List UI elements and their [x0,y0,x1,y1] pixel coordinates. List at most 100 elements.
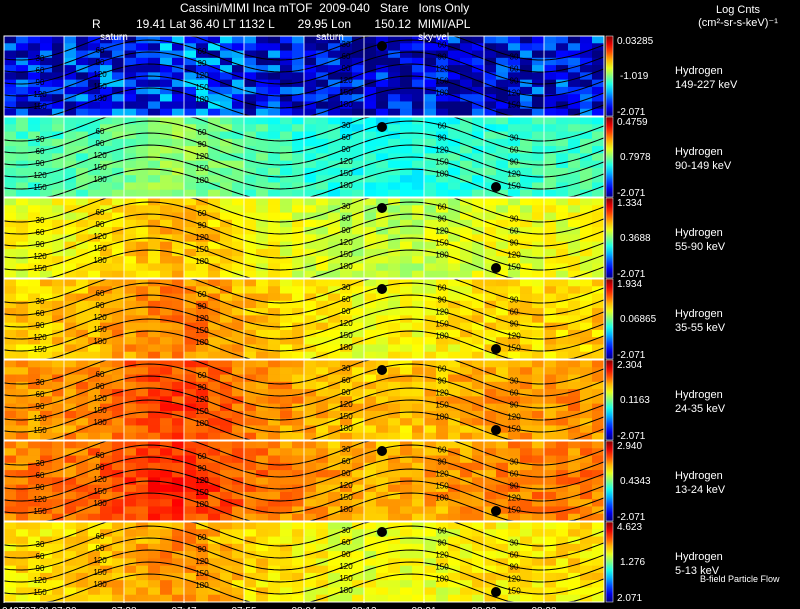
contour-label: 60 [510,551,519,560]
x-tick-label: 07:47 [171,606,196,609]
contour-label: 30 [342,445,351,454]
contour-label: 60 [36,309,45,318]
colorbar-mid-label: 0.3688 [620,233,651,244]
panel-heatmap [4,441,605,522]
contour-label: 30 [510,215,519,224]
panel-species-label: Hydrogen [675,389,723,401]
contour-label: 90 [198,464,207,473]
contour-label: 120 [339,400,353,409]
contour-label: 180 [93,580,107,589]
contour-label: 60 [342,457,351,466]
bfield-marker [491,344,501,354]
contour-label: 60 [36,390,45,399]
contour-label: 120 [195,152,209,161]
contour-label: 150 [195,245,209,254]
colorbar-mid-label: 0.1163 [620,395,650,406]
contour-label: 60 [438,40,447,49]
overlay-label-saturn: saturn [100,32,128,43]
contour-label: 180 [435,574,449,583]
contour-label: 30 [510,53,519,62]
header-orbit-info: 19.41 Lat 36.40 LT 1132 L 29.95 Lon 150.… [136,17,471,31]
contour-label: 150 [339,412,353,421]
contour-label: 150 [435,157,449,166]
overlay-labels: saturn saturn sky-vel [100,32,449,43]
panel-species-label: Hydrogen [675,146,723,158]
contour-label: 180 [195,419,209,428]
contour-label: 150 [93,406,107,415]
panel-3: 30 30 30 60 60 60 60 60 60 90 90 90 90 90 90 120 120 120 1… [3,197,726,280]
contour-label: 90 [438,52,447,61]
contour-label: 120 [435,550,449,559]
contour-label: 90 [342,226,351,235]
contour-label: 120 [93,70,107,79]
contour-label: 120 [33,171,47,180]
panel-1: 30 30 30 60 60 60 60 60 60 90 90 90 90 90 90 120 120 120 1… [3,35,738,118]
panel-5: 30 30 30 60 60 60 60 60 60 90 90 90 90 90 90 120 120 120 1… [3,359,726,442]
contour-label: 90 [342,388,351,397]
contour-label: 120 [195,314,209,323]
panel-grid [63,198,545,278]
contour-label: 150 [93,163,107,172]
contour-label: 60 [510,146,519,155]
x-tick-label: 08:29 [471,606,496,609]
contour-label: 180 [339,343,353,352]
contour-label: 120 [93,232,107,241]
contour-label: 150 [339,574,353,583]
contour-label: 60 [510,227,519,236]
bfield-marker [491,506,501,516]
contour-label: 150 [339,88,353,97]
skyvel-marker [377,446,387,456]
contour-label: 60 [36,552,45,561]
contour-label: 90 [438,214,447,223]
contour-label: 180 [93,94,107,103]
panel-grid [63,36,545,116]
contour-label: 120 [93,313,107,322]
colorbar [605,521,614,603]
contour-label: 180 [435,169,449,178]
contour-label: 180 [435,250,449,259]
contour-label: 60 [96,46,105,55]
contour-label: 120 [33,576,47,585]
contour-label: 30 [36,216,45,225]
contour-label: 60 [198,290,207,299]
panel-species-label: Hydrogen [675,551,723,563]
contour-label: 150 [33,426,47,435]
contour-label: 120 [93,151,107,160]
contour-label: 120 [507,494,521,503]
panel-grid [63,522,545,602]
contour-label: 60 [438,283,447,292]
contour-label: 180 [195,257,209,266]
contour-label: 120 [195,233,209,242]
skyvel-marker [377,203,387,213]
contour-label: 150 [507,263,521,272]
contour-label: 150 [33,588,47,597]
contour-label: 150 [195,83,209,92]
panel-energy-label: 13-24 keV [675,484,726,496]
colorbar-min-label: -2.071 [617,269,646,280]
contour-label: 60 [96,208,105,217]
contour-label: 30 [510,377,519,386]
contour-label: 150 [339,493,353,502]
contour-label: 180 [435,412,449,421]
colorbar-max-label: 4.623 [617,522,642,533]
contour-label: 90 [510,239,519,248]
contour-label: 30 [510,458,519,467]
contour-label: 90 [510,77,519,86]
contour-label: 90 [96,544,105,553]
contour-label: 120 [507,170,521,179]
contour-label: 60 [198,47,207,56]
contour-label: 60 [198,209,207,218]
contour-label: 30 [36,378,45,387]
chart-title: Cassini/MIMI Inca mTOF 2009-040 Stare Io… [180,1,470,15]
contour-label: 90 [36,483,45,492]
contour-label: 120 [435,145,449,154]
contour-label: 90 [438,538,447,547]
x-tick-label: 07:38 [111,606,136,609]
panel-heatmap [4,279,605,360]
contour-label: 30 [36,135,45,144]
contour-label: 120 [507,251,521,260]
contour-label: 150 [435,238,449,247]
contour-label: 90 [342,145,351,154]
colorbar [605,359,614,441]
